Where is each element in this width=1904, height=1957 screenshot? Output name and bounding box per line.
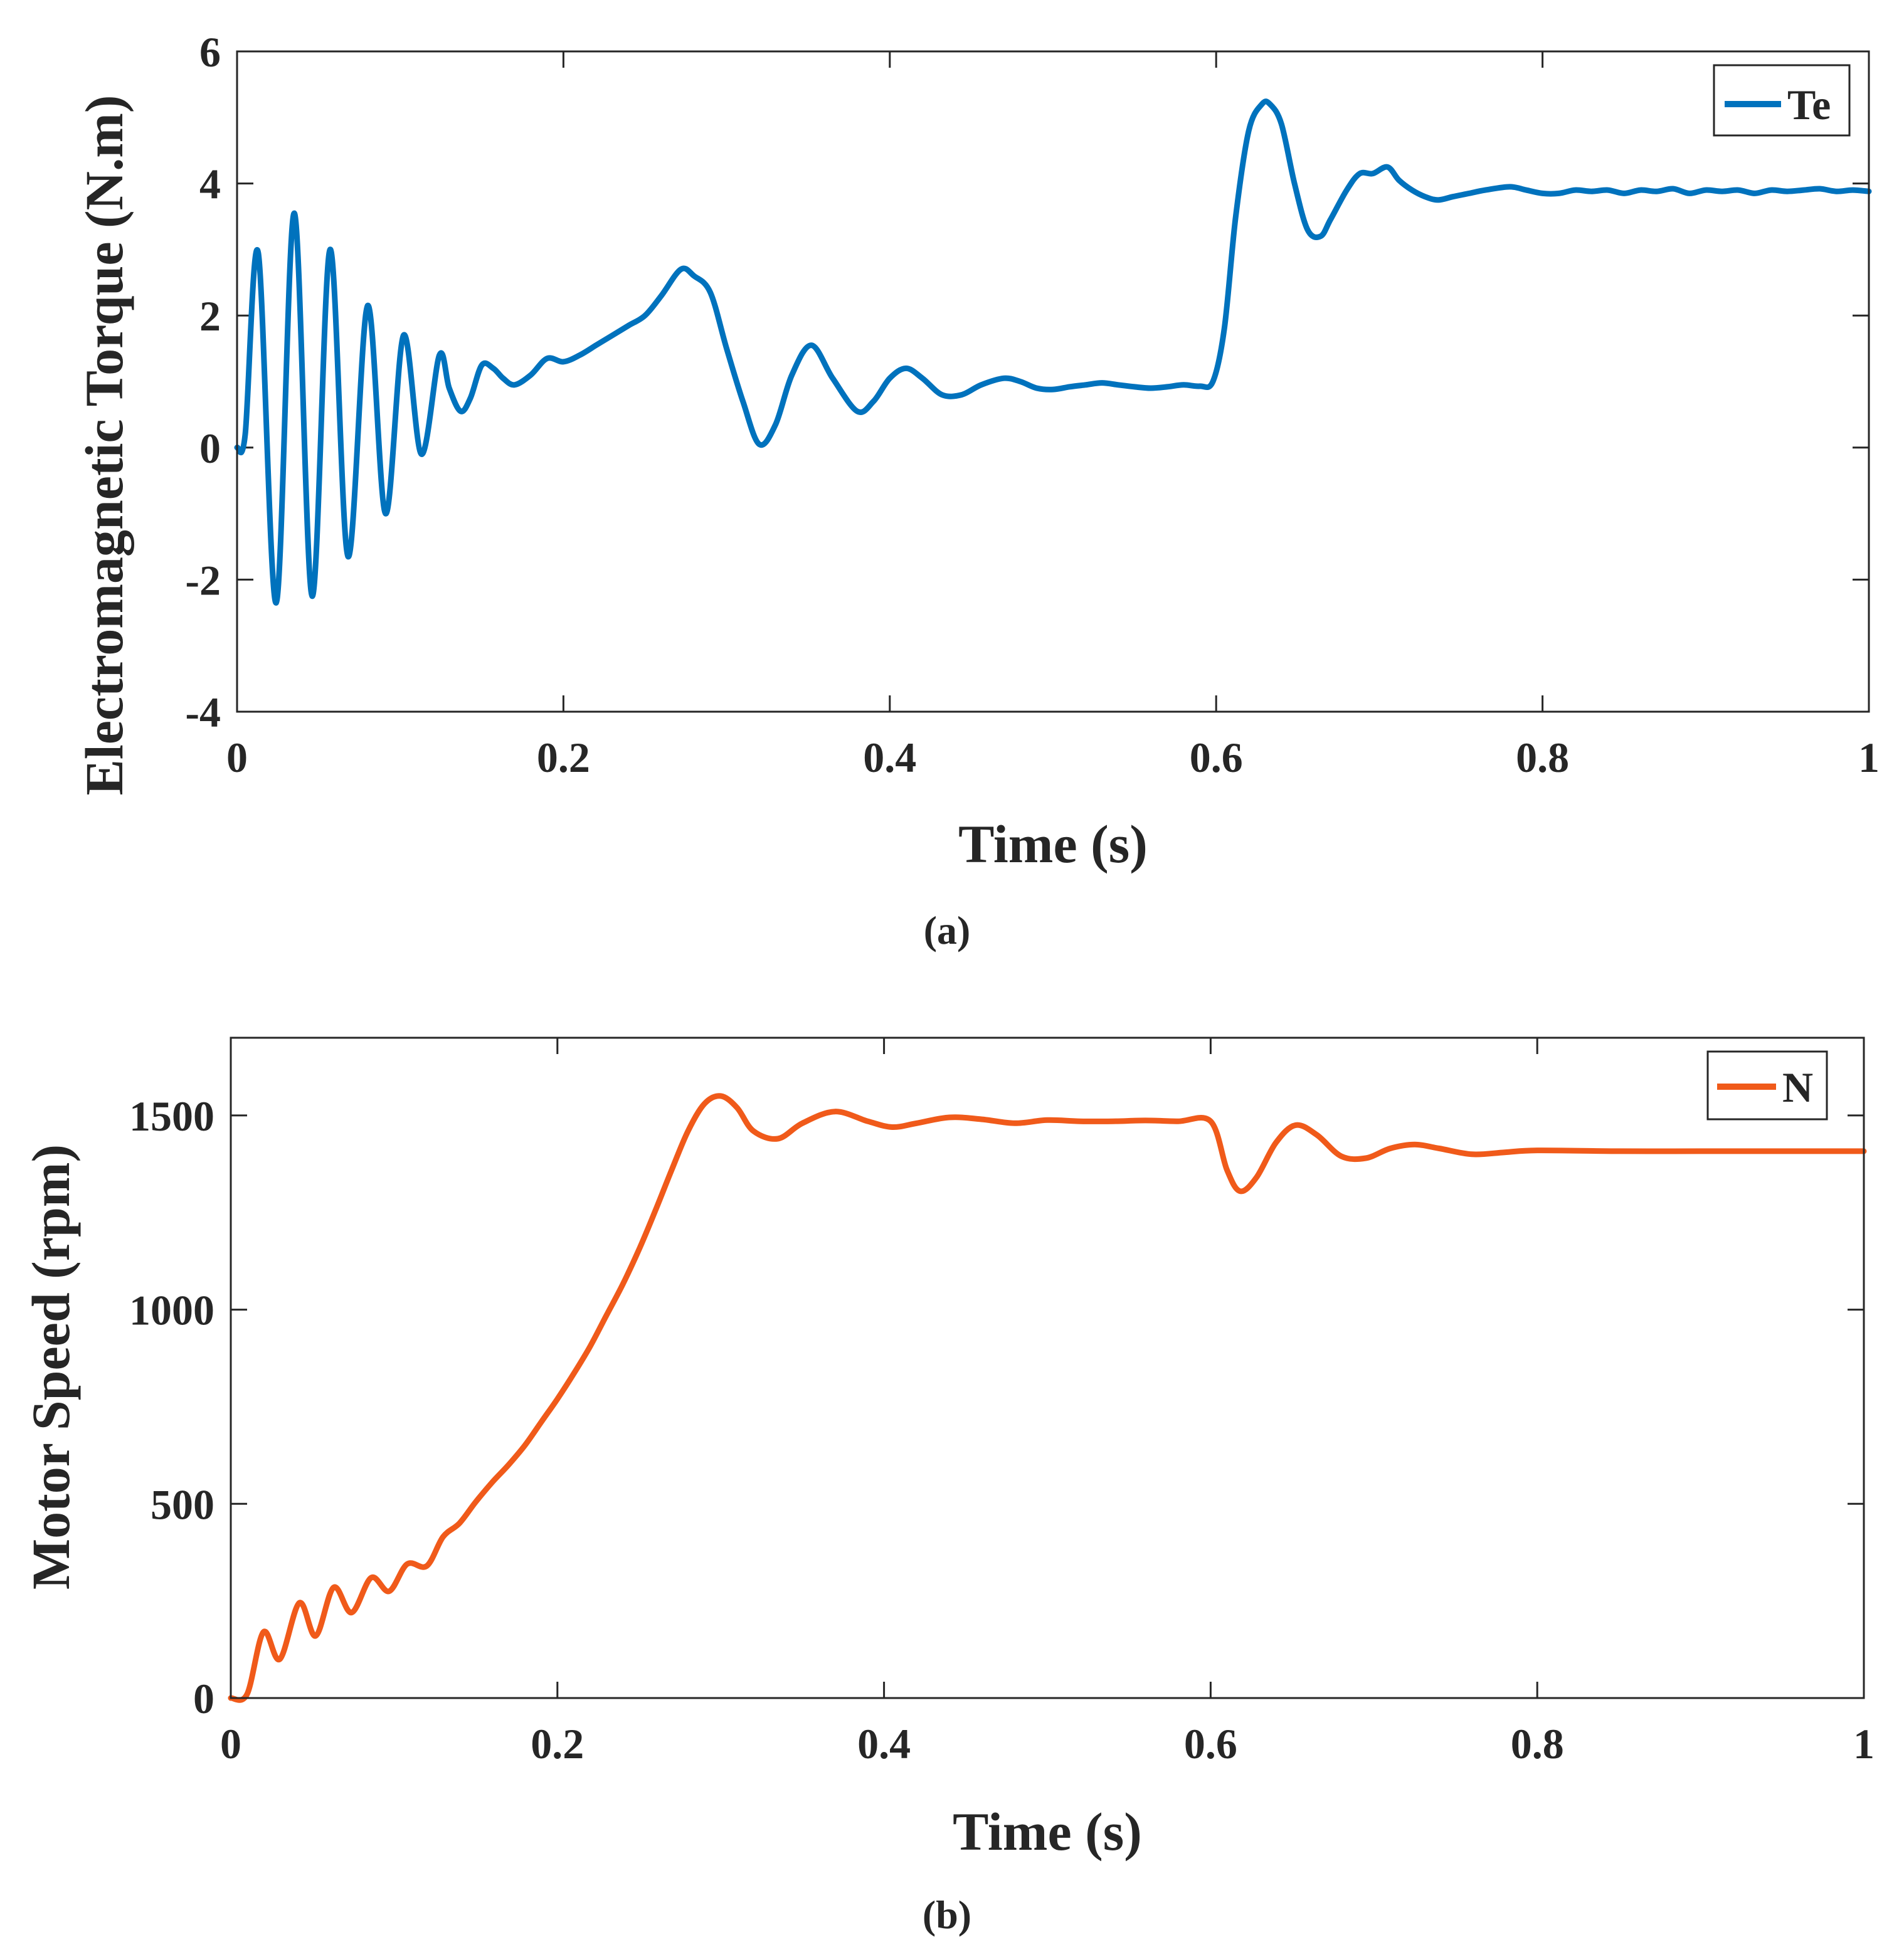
speed-plot-background bbox=[231, 1038, 1864, 1698]
speed-x-tick-label: 0 bbox=[220, 1720, 241, 1768]
speed-chart: 0 0.2 0.4 0.6 0.8 1 0 500 1000 1500 N Time (s) M… bbox=[21, 1037, 1875, 1937]
torque-legend-label: Te bbox=[1787, 81, 1831, 129]
speed-y-tick-label: 1000 bbox=[129, 1287, 214, 1334]
torque-plot-frame bbox=[236, 50, 1870, 713]
torque-x-tick-label: 0.6 bbox=[1190, 734, 1243, 781]
speed-y-tick-label: 1500 bbox=[129, 1092, 214, 1140]
torque-y-tick-label: 4 bbox=[199, 161, 221, 208]
speed-x-tick-label: 0.2 bbox=[531, 1720, 584, 1768]
speed-y-tick-labels: 0 500 1000 1500 bbox=[129, 1092, 214, 1722]
torque-y-tick-labels: -4 -2 0 2 4 6 bbox=[185, 28, 221, 736]
speed-legend: N bbox=[1706, 1050, 1828, 1121]
torque-y-tick-label: 0 bbox=[199, 425, 221, 472]
speed-series-line bbox=[228, 1093, 1867, 1703]
torque-chart: 0 0.2 0.4 0.6 0.8 1 -4 -2 0 2 4 6 Te Time (s) Elec… bbox=[74, 28, 1880, 952]
torque-plot-background bbox=[237, 51, 1869, 712]
torque-y-tick-label: -2 bbox=[185, 556, 221, 604]
torque-x-tick-labels: 0 0.2 0.4 0.6 0.8 1 bbox=[226, 734, 1880, 781]
speed-y-axis-label: Motor Speed (rpm) bbox=[21, 1144, 81, 1590]
speed-x-tick-labels: 0 0.2 0.4 0.6 0.8 1 bbox=[220, 1720, 1875, 1768]
speed-chart-caption: (b) bbox=[923, 1892, 971, 1937]
torque-x-axis-label: Time (s) bbox=[958, 814, 1148, 874]
torque-x-tick-label: 0.4 bbox=[863, 734, 916, 781]
torque-legend-box bbox=[1713, 64, 1851, 137]
speed-x-tick-label: 0.6 bbox=[1184, 1720, 1237, 1768]
torque-y-tick-label: 2 bbox=[199, 292, 221, 340]
speed-x-axis-label: Time (s) bbox=[953, 1801, 1142, 1862]
torque-x-tick-label: 0.2 bbox=[537, 734, 590, 781]
torque-y-tick-label: -4 bbox=[185, 688, 221, 736]
speed-legend-label: N bbox=[1782, 1063, 1813, 1111]
torque-y-tick-label: 6 bbox=[199, 28, 221, 76]
torque-chart-caption: (a) bbox=[924, 908, 971, 952]
speed-x-tick-label: 0.8 bbox=[1511, 1720, 1564, 1768]
torque-x-tick-label: 0 bbox=[226, 734, 248, 781]
speed-x-tick-label: 1 bbox=[1853, 1720, 1875, 1768]
torque-series-line bbox=[234, 98, 1872, 606]
speed-plot-frame bbox=[230, 1037, 1865, 1699]
speed-x-tick-label: 0.4 bbox=[857, 1720, 911, 1768]
torque-x-tick-label: 0.8 bbox=[1516, 734, 1569, 781]
speed-y-tick-label: 0 bbox=[193, 1675, 214, 1722]
torque-y-axis-label: Electromagnetic Torque (N.m) bbox=[74, 95, 134, 795]
torque-x-tick-label: 1 bbox=[1858, 734, 1880, 781]
speed-y-tick-label: 500 bbox=[151, 1480, 214, 1528]
torque-legend: Te bbox=[1713, 64, 1851, 137]
